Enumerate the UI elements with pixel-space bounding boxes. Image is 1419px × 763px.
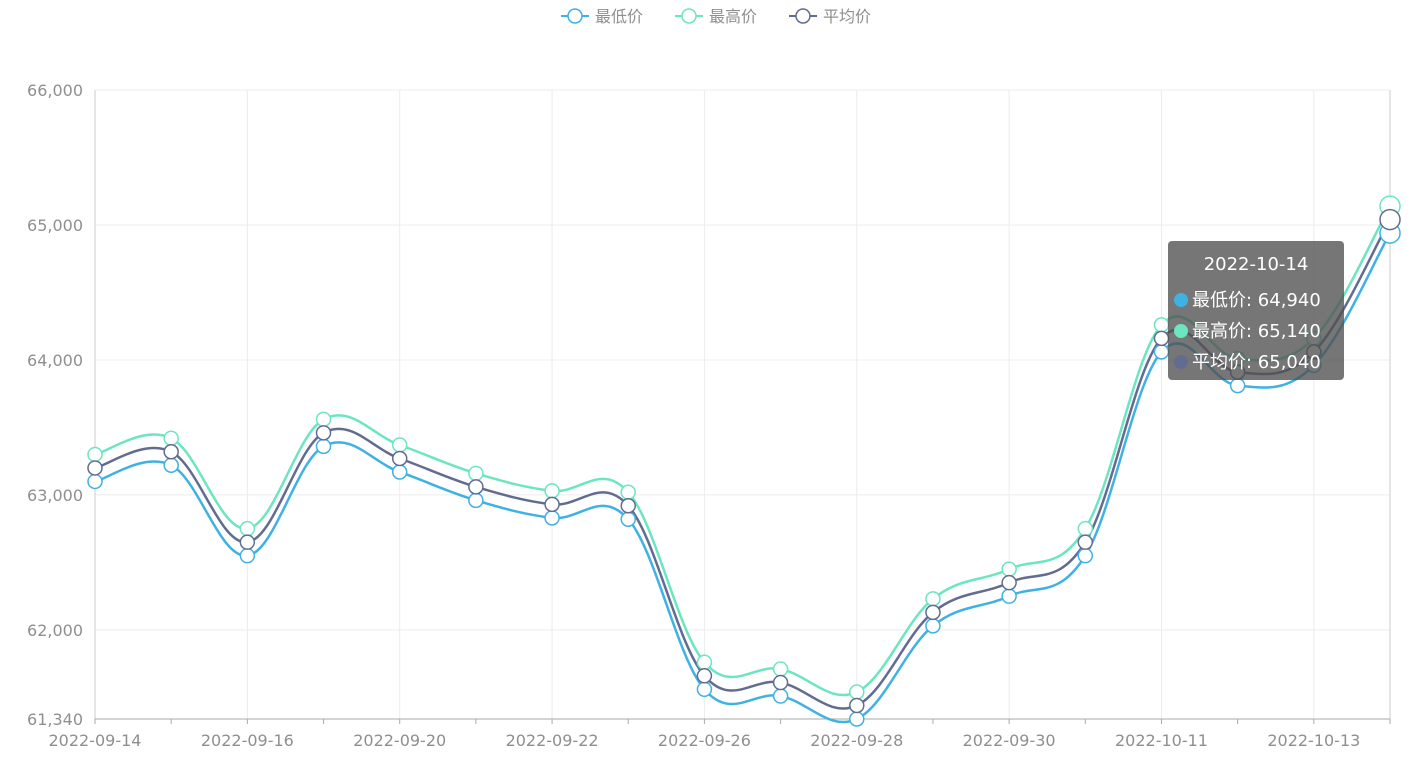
tooltip-title: 2022-10-14	[1203, 254, 1309, 275]
x-tick-label: 2022-09-20	[353, 731, 446, 750]
data-point-max[interactable]	[620, 484, 636, 500]
data-point-min[interactable]	[620, 511, 636, 527]
legend-label: 最低价	[595, 7, 643, 26]
data-point-min[interactable]	[468, 492, 484, 509]
tooltip: 2022-10-14 最低价: 64,940 最高价: 65,140 平均价: …	[1168, 241, 1344, 380]
data-point-avg[interactable]	[544, 496, 560, 513]
data-point-max[interactable]	[163, 430, 179, 446]
y-tick-label: 64,000	[27, 351, 83, 370]
data-point-min[interactable]	[315, 438, 332, 455]
legend-label: 平均价	[823, 7, 871, 26]
data-point-min[interactable]	[1153, 344, 1170, 360]
data-point-avg[interactable]	[1379, 208, 1401, 231]
data-point-min[interactable]	[696, 681, 713, 698]
data-point-avg[interactable]	[239, 534, 256, 550]
x-tick-label: 2022-09-30	[963, 731, 1056, 750]
tooltip-label-min: 最低价: 64,940	[1192, 290, 1321, 311]
tooltip-dot-min	[1174, 293, 1188, 307]
data-point-min[interactable]	[849, 711, 865, 727]
data-point-max[interactable]	[772, 661, 789, 677]
data-point-avg[interactable]	[1153, 330, 1170, 347]
tooltip-label-max: 最高价: 65,140	[1192, 321, 1321, 342]
data-point-avg[interactable]	[468, 479, 484, 495]
tooltip-row-min: 最低价: 64,940	[1168, 285, 1344, 316]
tooltip-dot-avg	[1174, 355, 1188, 369]
data-point-max[interactable]	[315, 411, 332, 428]
legend-label: 最高价	[709, 7, 757, 26]
data-point-max[interactable]	[391, 437, 408, 453]
data-point-max[interactable]	[849, 684, 865, 700]
data-point-max[interactable]	[925, 591, 941, 607]
data-point-max[interactable]	[468, 465, 484, 482]
y-tick-label: 66,000	[27, 81, 83, 100]
legend-marker	[795, 8, 811, 24]
tooltip-dot-max	[1174, 324, 1188, 338]
data-point-avg[interactable]	[696, 668, 713, 684]
data-point-avg[interactable]	[163, 443, 179, 460]
x-tick-label: 2022-09-22	[506, 731, 599, 750]
data-point-avg[interactable]	[772, 674, 789, 691]
data-point-max[interactable]	[1153, 317, 1170, 333]
data-point-avg[interactable]	[87, 460, 103, 476]
data-point-avg[interactable]	[1077, 534, 1094, 550]
legend-marker	[567, 8, 583, 24]
data-point-min[interactable]	[163, 457, 179, 473]
data-point-min[interactable]	[544, 510, 560, 526]
x-tick-label: 2022-10-13	[1267, 731, 1360, 750]
x-tick-label: 2022-09-28	[810, 731, 903, 750]
data-point-avg[interactable]	[849, 697, 865, 714]
tooltip-row-avg: 平均价: 65,040	[1168, 347, 1344, 378]
data-point-avg[interactable]	[1001, 574, 1017, 591]
y-tick-label: 65,000	[27, 216, 83, 235]
data-point-min[interactable]	[87, 473, 103, 490]
data-point-min[interactable]	[1229, 377, 1246, 394]
data-point-min[interactable]	[772, 688, 789, 704]
tooltip-row-max: 最高价: 65,140	[1168, 316, 1344, 347]
legend-item-avg[interactable]: 平均价	[789, 7, 871, 26]
data-point-avg[interactable]	[925, 604, 941, 621]
legend-item-min[interactable]: 最低价	[561, 7, 643, 26]
data-point-avg[interactable]	[315, 425, 332, 441]
data-point-max[interactable]	[87, 446, 103, 463]
data-point-min[interactable]	[1001, 588, 1017, 604]
legend-marker	[681, 8, 697, 24]
data-point-max[interactable]	[1077, 520, 1094, 537]
data-point-avg[interactable]	[620, 497, 636, 514]
data-point-min[interactable]	[1077, 547, 1094, 564]
data-point-min[interactable]	[239, 547, 256, 564]
data-point-max[interactable]	[239, 520, 256, 537]
y-axis: 66,000 65,000 64,000 63,000 62,000 61,340	[27, 81, 1391, 729]
data-point-max[interactable]	[1001, 561, 1017, 577]
y-tick-label: 63,000	[27, 486, 83, 505]
data-point-avg[interactable]	[391, 450, 408, 467]
x-tick-label: 2022-09-16	[201, 731, 294, 750]
y-tick-label: 61,340	[27, 710, 83, 729]
data-point-max[interactable]	[544, 483, 560, 499]
data-point-min[interactable]	[391, 464, 408, 480]
y-tick-label: 62,000	[27, 621, 83, 640]
legend[interactable]: 最低价 最高价 平均价	[561, 7, 871, 26]
legend-item-max[interactable]: 最高价	[675, 7, 757, 26]
x-tick-label: 2022-10-11	[1115, 731, 1208, 750]
data-point-max[interactable]	[696, 654, 713, 671]
x-tick-label: 2022-09-26	[658, 731, 751, 750]
x-tick-label: 2022-09-14	[49, 731, 142, 750]
x-axis: 2022-09-14 2022-09-16 2022-09-20 2022-09-22…	[49, 718, 1391, 750]
tooltip-label-avg: 平均价: 65,040	[1192, 352, 1321, 373]
grid-lines	[95, 89, 1390, 719]
data-point-min[interactable]	[925, 618, 941, 634]
